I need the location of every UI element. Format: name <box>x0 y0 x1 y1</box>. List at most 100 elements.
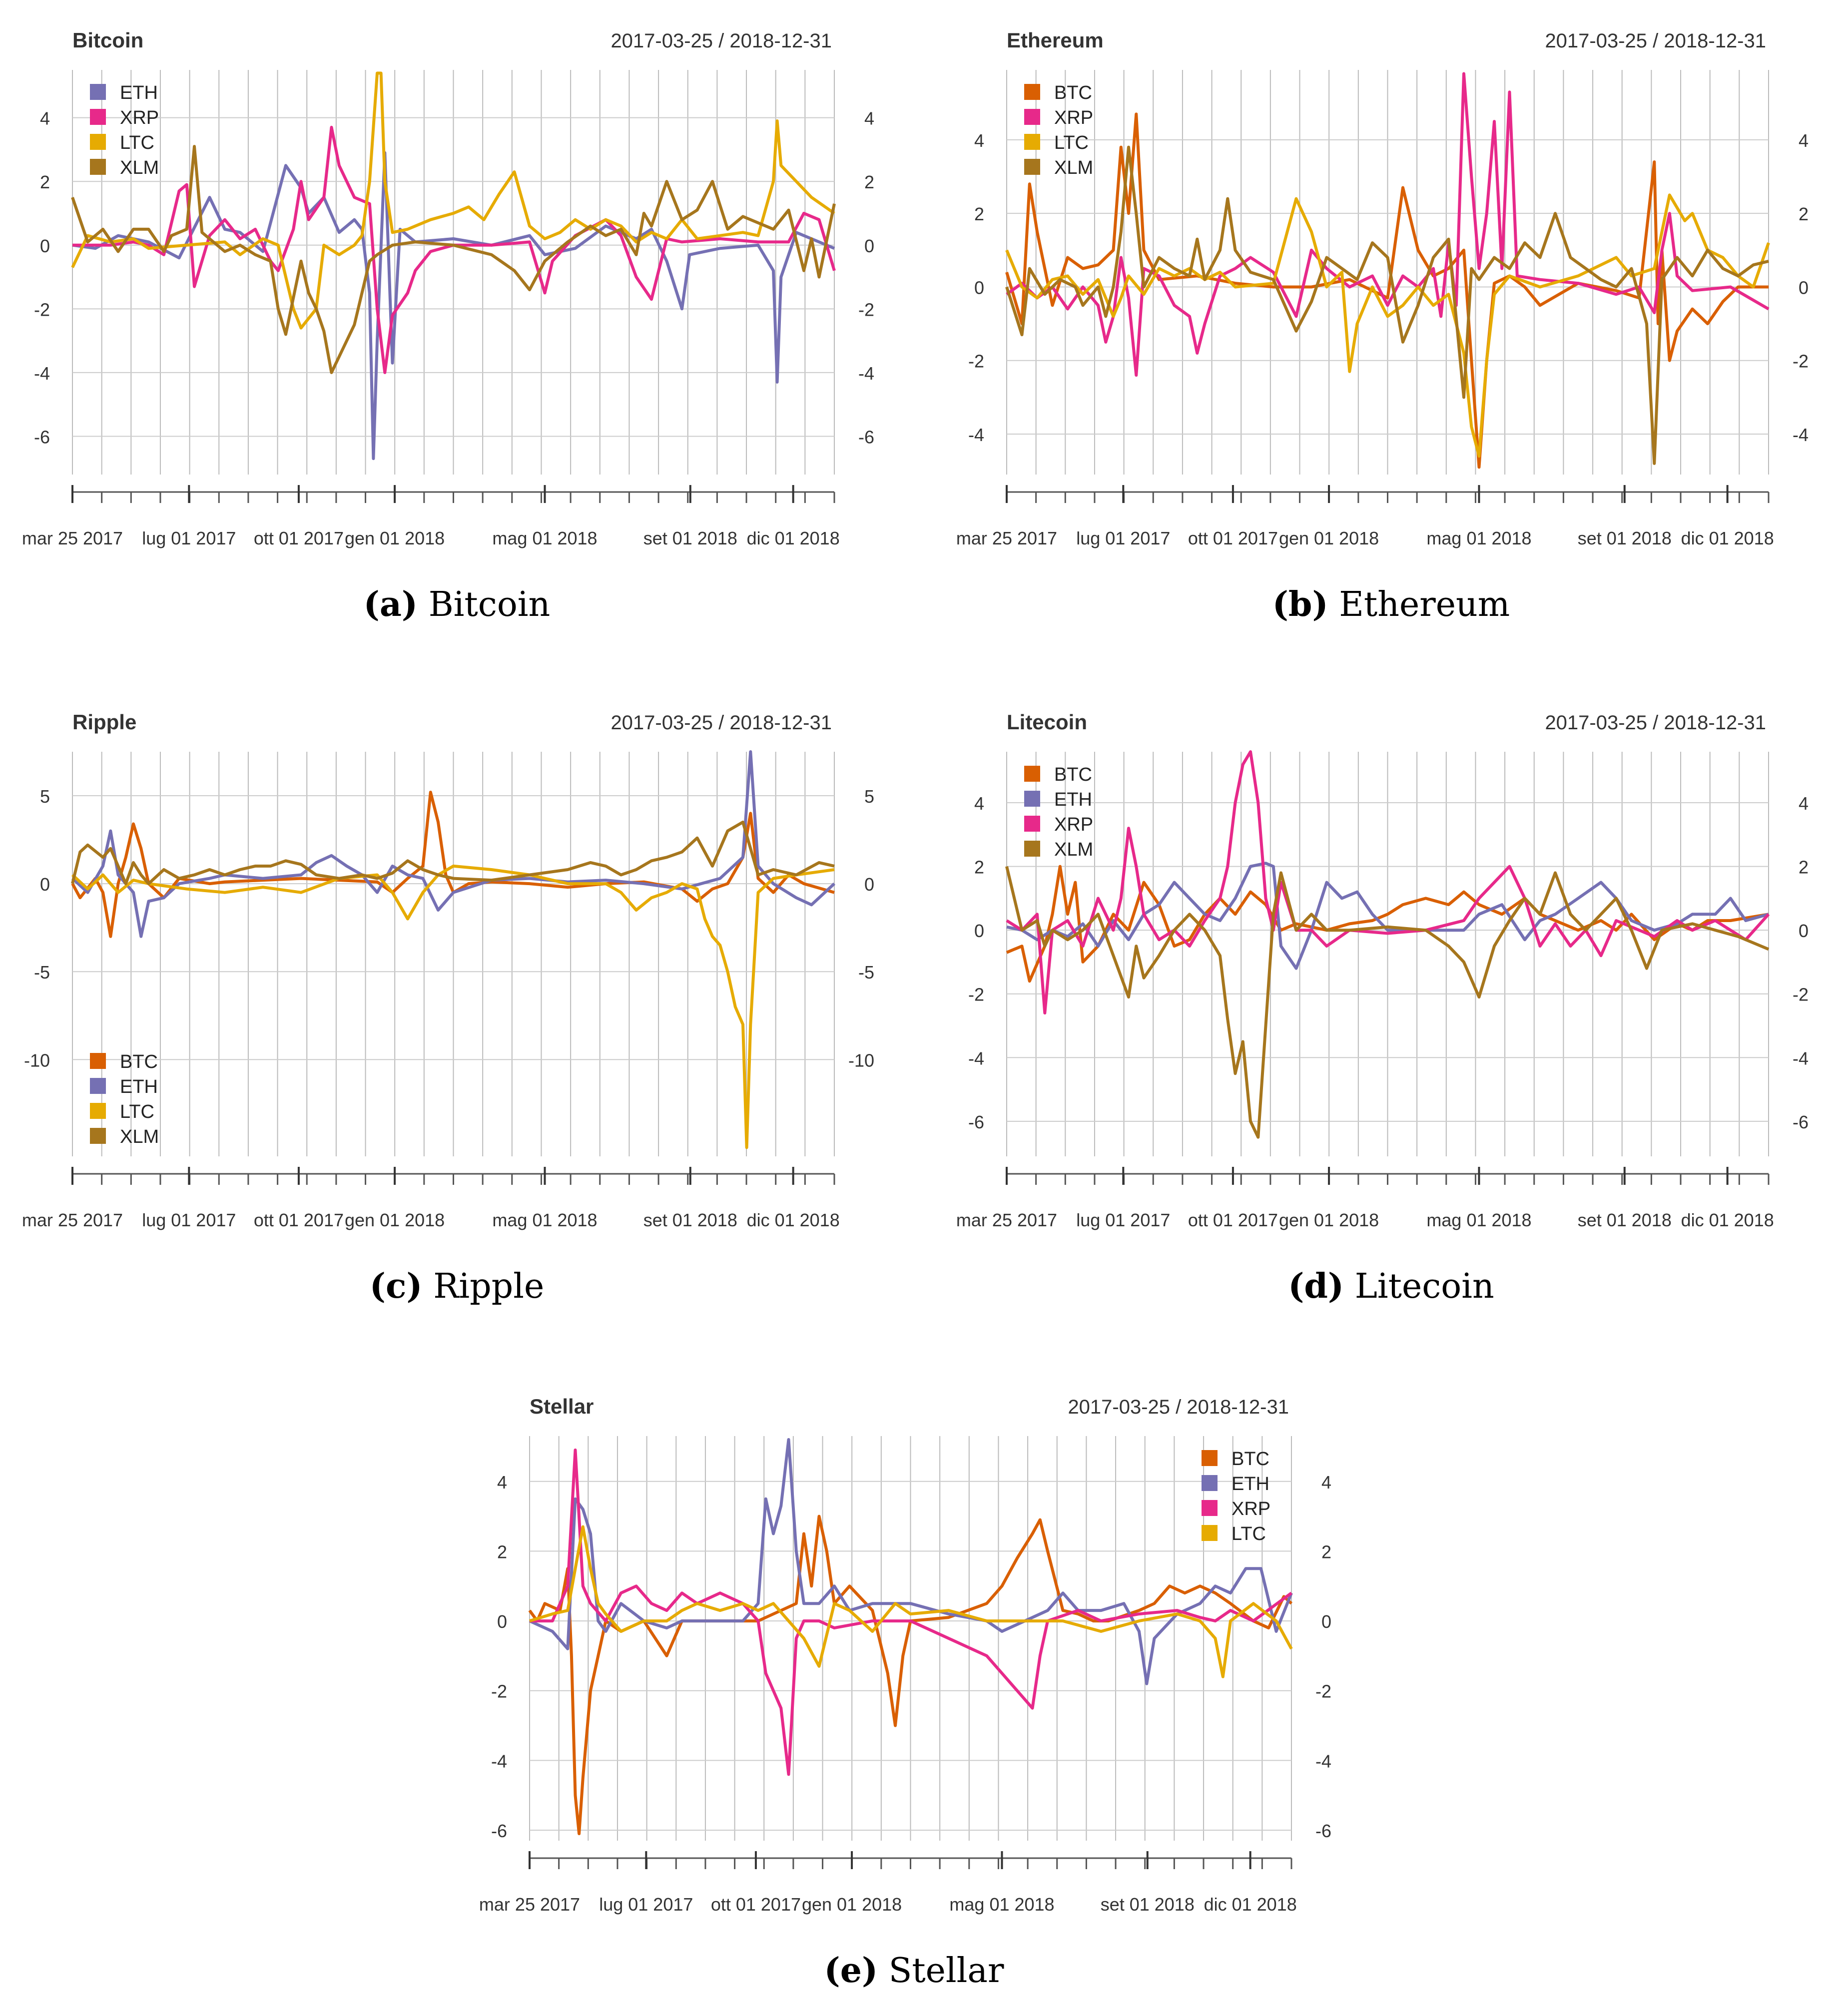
legend-label-xrp: XRP <box>120 107 159 128</box>
legend-label-btc: BTC <box>1232 1449 1269 1470</box>
caption-stellar: (e) Stellar <box>457 1951 1371 1991</box>
series-line-xrp <box>1006 72 1770 377</box>
y-tick-label-left: -4 <box>491 1751 507 1771</box>
legend-swatch-ltc <box>1024 134 1040 150</box>
legend-swatch-eth <box>90 84 106 100</box>
panel-ripple: 5 5 0 0 -5 -5 -10 -10 mar 25 2017 lug 01 2017 ott … <box>0 682 914 1306</box>
chart-title: Litecoin <box>1007 710 1087 734</box>
y-tick-label-right: 4 <box>1799 793 1809 814</box>
x-tick-label: dic 01 2018 <box>1681 528 1774 548</box>
x-tick-label: mag 01 2018 <box>1426 528 1531 548</box>
series-line-xrp <box>530 1448 1292 1776</box>
x-tick-label: gen 01 2018 <box>345 528 445 548</box>
caption-text: Ethereum <box>1339 585 1510 624</box>
date-range: 2017-03-25 / 2018-12-31 <box>1068 1396 1289 1418</box>
series-line-ltc <box>71 71 835 330</box>
caption-letter: (c) <box>369 1266 423 1306</box>
y-tick-label-right: -4 <box>858 363 874 384</box>
x-tick-label: ott 01 2017 <box>254 528 344 548</box>
legend-label-xlm: XLM <box>120 1126 159 1147</box>
series-line-xlm <box>1005 866 1770 1139</box>
series-line-btc <box>1005 112 1769 469</box>
y-tick-label-left: -2 <box>968 351 984 372</box>
caption-letter: (a) <box>363 584 418 624</box>
chart-title: Stellar <box>530 1395 594 1418</box>
legend-swatch-xrp <box>1202 1500 1218 1516</box>
y-tick-label-left: -6 <box>491 1821 507 1841</box>
legend-swatch-eth <box>90 1078 106 1094</box>
legend-swatch-btc <box>1202 1450 1218 1466</box>
y-tick-label-left: 4 <box>974 130 984 151</box>
series-line-xrp <box>72 125 836 374</box>
y-tick-label-left: 4 <box>974 793 984 814</box>
legend-swatch-xlm <box>90 1128 106 1144</box>
y-tick-label-right: 2 <box>1321 1541 1331 1562</box>
panel-bitcoin: 4 4 2 2 0 0 -2 -2 -4 -4 -6 -6 mar 25 2017 lug 01 2017… <box>0 0 914 624</box>
x-tick-label: mag 01 2018 <box>1426 1210 1531 1230</box>
x-tick-label: mag 01 2018 <box>949 1894 1054 1915</box>
y-tick-label-right: -6 <box>858 427 874 447</box>
y-tick-label-right: -2 <box>858 299 874 320</box>
y-tick-label-right: 2 <box>1799 857 1809 878</box>
x-tick-label: set 01 2018 <box>1578 1210 1672 1230</box>
caption-ethereum: (b) Ethereum <box>934 584 1848 624</box>
panel-litecoin: 4 4 2 2 0 0 -2 -2 -4 -4 -6 -6 mar 25 2017 lug 01 2017… <box>934 682 1848 1306</box>
chart-litecoin: 4 4 2 2 0 0 -2 -2 -4 -4 -6 -6 mar 25 2017 lug 01 2017… <box>956 710 1809 1230</box>
x-tick-label: ott 01 2017 <box>1188 1210 1278 1230</box>
caption-text: Ripple <box>433 1267 545 1306</box>
legend-swatch-ltc <box>1202 1525 1218 1541</box>
series-line-xlm <box>71 145 836 374</box>
x-tick-label: gen 01 2018 <box>1279 528 1379 548</box>
series-line-xlm <box>71 820 835 886</box>
legend-swatch-xrp <box>1024 109 1040 125</box>
x-tick-label: set 01 2018 <box>643 1210 737 1230</box>
x-tick-label: lug 01 2017 <box>599 1894 693 1915</box>
series-line-ltc <box>1005 193 1770 458</box>
x-tick-label: ott 01 2017 <box>254 1210 344 1230</box>
legend-swatch-xlm <box>90 159 106 175</box>
date-range: 2017-03-25 / 2018-12-31 <box>611 30 832 52</box>
x-tick-label: dic 01 2018 <box>747 1210 840 1230</box>
series-line-eth <box>72 151 835 461</box>
panel-stellar: 4 4 2 2 0 0 -2 -2 -4 -4 -6 -6 mar 25 2017 lug 01 2017… <box>457 1366 1371 1991</box>
y-tick-label-right: -4 <box>1315 1751 1331 1771</box>
y-tick-label-right: 2 <box>1799 204 1809 224</box>
y-tick-label-right: -10 <box>848 1050 874 1070</box>
y-tick-label-left: -10 <box>24 1050 50 1070</box>
legend-swatch-ltc <box>90 1103 106 1119</box>
x-tick-label: set 01 2018 <box>1578 528 1672 548</box>
caption-letter: (d) <box>1288 1266 1344 1306</box>
y-tick-label-right: 0 <box>1321 1611 1331 1632</box>
legend-label-xrp: XRP <box>1232 1499 1270 1519</box>
x-tick-label: dic 01 2018 <box>747 528 840 548</box>
x-tick-label: dic 01 2018 <box>1204 1894 1297 1915</box>
x-tick-label: lug 01 2017 <box>142 1210 236 1230</box>
legend-label-xlm: XLM <box>120 157 159 178</box>
caption-text: Litecoin <box>1354 1267 1494 1306</box>
panel-ethereum: 4 4 2 2 0 0 -2 -2 -4 -4 mar 25 2017 lug 01 2017 ott … <box>934 0 1848 624</box>
series-line-eth <box>529 1438 1293 1685</box>
caption-ripple: (c) Ripple <box>0 1266 914 1306</box>
x-tick-label: mag 01 2018 <box>492 1210 597 1230</box>
legend-swatch-xrp <box>1024 816 1040 832</box>
legend-swatch-xrp <box>90 109 106 125</box>
legend-label-ltc: LTC <box>1054 132 1089 153</box>
y-tick-label-left: 2 <box>40 172 50 192</box>
y-tick-label-right: 5 <box>864 786 874 807</box>
caption-letter: (b) <box>1272 584 1328 624</box>
legend-swatch-btc <box>1024 766 1040 782</box>
series-line-btc <box>71 791 835 938</box>
x-tick-label: ott 01 2017 <box>1188 528 1278 548</box>
y-tick-label-left: 0 <box>974 921 984 941</box>
y-tick-label-left: -6 <box>34 427 50 447</box>
x-tick-label: mar 25 2017 <box>479 1894 580 1915</box>
legend-swatch-xlm <box>1024 841 1040 857</box>
y-tick-label-left: -2 <box>491 1681 507 1702</box>
y-tick-label-left: 0 <box>497 1611 507 1632</box>
y-tick-label-left: -4 <box>968 1048 984 1068</box>
legend-swatch-eth <box>1202 1475 1218 1491</box>
y-tick-label-right: 4 <box>864 108 874 129</box>
legend-swatch-btc <box>90 1053 106 1069</box>
legend-label-btc: BTC <box>120 1051 158 1072</box>
x-tick-label: mar 25 2017 <box>22 1210 123 1230</box>
